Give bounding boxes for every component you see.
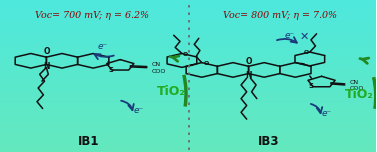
Text: S: S — [308, 83, 314, 89]
Text: CN: CN — [349, 80, 359, 85]
Text: O: O — [303, 50, 309, 55]
Text: IB1: IB1 — [78, 135, 99, 148]
Text: O: O — [43, 47, 50, 56]
Text: N: N — [245, 71, 252, 80]
Text: N: N — [43, 62, 50, 71]
Text: e⁻: e⁻ — [134, 106, 144, 115]
Text: ✕: ✕ — [300, 31, 309, 41]
Text: TiO₂: TiO₂ — [345, 88, 373, 101]
Text: Voc= 700 mV; η = 6.2%: Voc= 700 mV; η = 6.2% — [35, 11, 149, 21]
Text: COO: COO — [152, 69, 166, 74]
Text: e⁻: e⁻ — [97, 42, 107, 51]
Text: Voc= 800 mV; η = 7.0%: Voc= 800 mV; η = 7.0% — [223, 11, 337, 21]
Text: TiO₂: TiO₂ — [156, 85, 185, 98]
Text: O: O — [245, 57, 252, 66]
Text: IB3: IB3 — [258, 135, 279, 148]
Text: O: O — [204, 61, 209, 66]
Text: e⁻: e⁻ — [322, 109, 332, 118]
Text: S: S — [108, 67, 113, 73]
Text: CN: CN — [152, 62, 161, 67]
Text: COO: COO — [349, 86, 364, 91]
Text: O: O — [183, 52, 188, 57]
Text: e⁻: e⁻ — [285, 31, 295, 40]
